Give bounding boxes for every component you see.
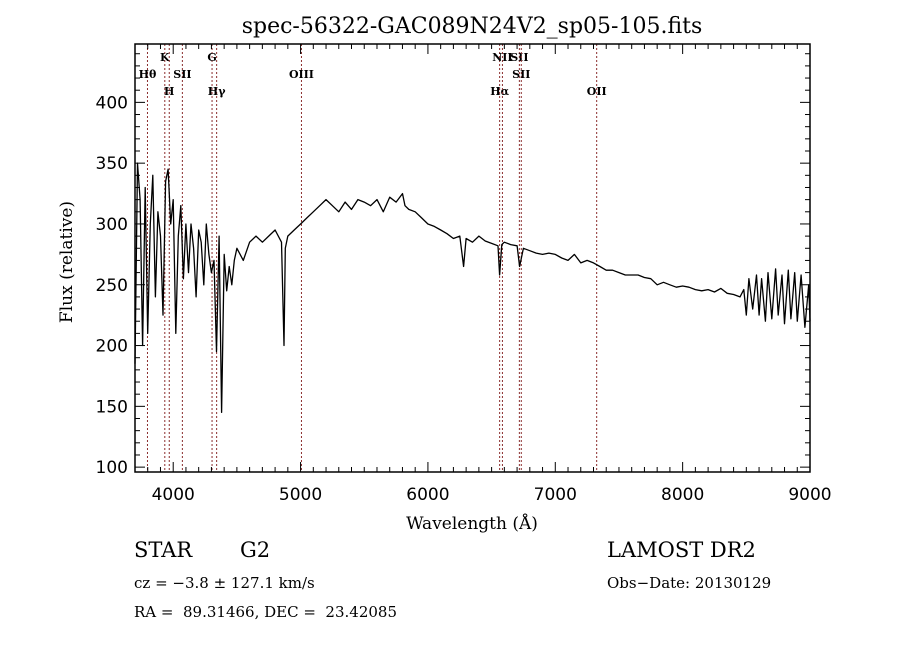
spectral-line-label: SII xyxy=(173,68,191,81)
survey-name: LAMOST DR2 xyxy=(607,538,756,562)
spectral-line-label: Hγ xyxy=(208,85,226,98)
x-axis-label: Wavelength (Å) xyxy=(406,513,538,534)
y-tick-label: 250 xyxy=(96,276,128,296)
y-tick-label: 200 xyxy=(96,337,128,357)
spectral-line-label: SII xyxy=(510,51,528,64)
x-tick-label: 5000 xyxy=(279,485,322,505)
spectral-line-label: Hθ xyxy=(139,68,157,81)
y-axis-ticks: 100 150 200 250 300 350 400 xyxy=(96,53,810,478)
spectrum-line xyxy=(134,162,811,414)
x-tick-label: 4000 xyxy=(152,485,195,505)
spectrum-series xyxy=(134,162,811,414)
spectral-line-label: H xyxy=(164,85,174,98)
chart-title: spec-56322-GAC089N24V2_sp05-105.fits xyxy=(242,14,703,39)
obs-date: Obs−Date: 20130129 xyxy=(607,574,772,592)
x-tick-label: 9000 xyxy=(788,485,831,505)
y-tick-label: 300 xyxy=(96,215,128,235)
plot-frame xyxy=(134,43,811,473)
coordinates-text: RA = 89.31466, DEC = 23.42085 xyxy=(134,603,398,621)
object-type: STAR xyxy=(134,538,193,562)
x-tick-label: 6000 xyxy=(406,485,449,505)
object-subclass: G2 xyxy=(240,538,271,562)
spectral-line-label: OIII xyxy=(289,68,314,81)
x-tick-label: 7000 xyxy=(534,485,577,505)
y-tick-label: 400 xyxy=(96,93,128,113)
spectral-line-label: NII xyxy=(492,51,512,64)
spectral-line-label: Hα xyxy=(490,85,509,98)
x-tick-label: 8000 xyxy=(661,485,704,505)
x-axis-ticks: 4000 5000 6000 7000 8000 9000 xyxy=(147,44,832,505)
spectral-line-label: K xyxy=(160,51,170,64)
spectral-line-label: OII xyxy=(587,85,607,98)
spectral-line-label: SII xyxy=(512,68,530,81)
spectral-line-label: G xyxy=(207,51,216,64)
y-tick-label: 100 xyxy=(96,458,128,478)
y-tick-label: 150 xyxy=(96,397,128,417)
y-axis-label: Flux (relative) xyxy=(57,201,77,323)
redshift-text: cz = −3.8 ± 127.1 km/s xyxy=(134,574,315,592)
y-tick-label: 350 xyxy=(96,154,128,174)
